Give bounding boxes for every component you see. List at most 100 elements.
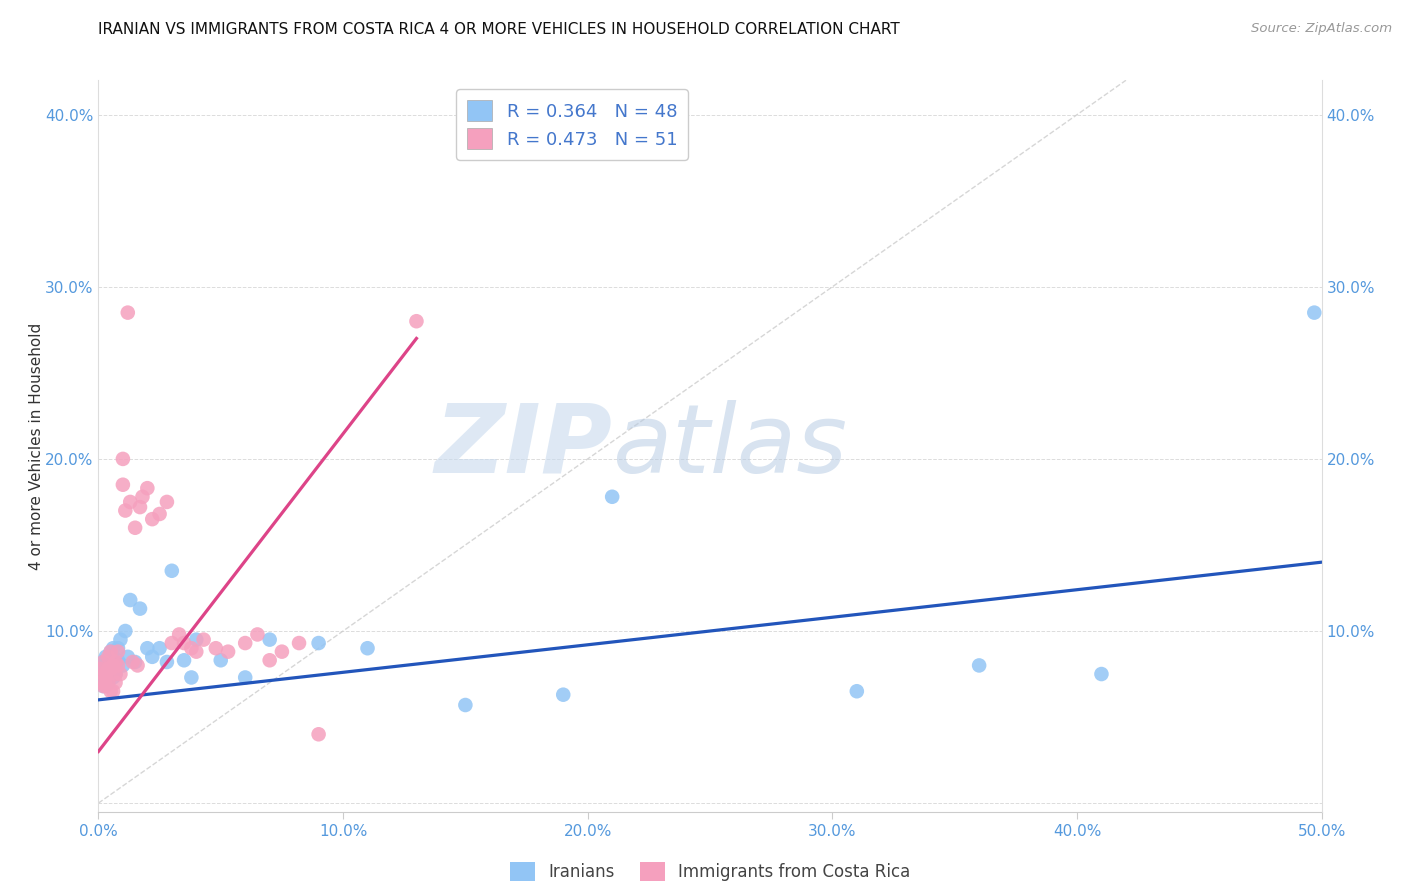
Point bbox=[91, 655, 114, 669]
Point bbox=[160, 564, 183, 578]
Point bbox=[91, 679, 114, 693]
Point bbox=[1090, 667, 1112, 681]
Point bbox=[104, 655, 127, 669]
Text: atlas: atlas bbox=[612, 400, 848, 492]
Point bbox=[94, 671, 117, 685]
Point bbox=[405, 314, 427, 328]
Point bbox=[845, 684, 868, 698]
Point bbox=[94, 679, 117, 693]
Point bbox=[104, 667, 127, 681]
Legend: Iranians, Immigrants from Costa Rica: Iranians, Immigrants from Costa Rica bbox=[503, 855, 917, 888]
Point bbox=[100, 645, 122, 659]
Point bbox=[91, 667, 114, 681]
Point bbox=[136, 481, 159, 495]
Y-axis label: 4 or more Vehicles in Household: 4 or more Vehicles in Household bbox=[30, 322, 44, 570]
Point bbox=[120, 593, 142, 607]
Point bbox=[600, 490, 623, 504]
Point bbox=[149, 507, 172, 521]
Point bbox=[1303, 305, 1326, 319]
Point bbox=[97, 649, 120, 664]
Point bbox=[114, 624, 136, 638]
Point bbox=[97, 675, 120, 690]
Point bbox=[180, 641, 202, 656]
Point bbox=[127, 658, 149, 673]
Point bbox=[97, 675, 120, 690]
Point bbox=[186, 645, 208, 659]
Point bbox=[117, 305, 139, 319]
Text: IRANIAN VS IMMIGRANTS FROM COSTA RICA 4 OR MORE VEHICLES IN HOUSEHOLD CORRELATIO: IRANIAN VS IMMIGRANTS FROM COSTA RICA 4 … bbox=[98, 22, 900, 37]
Point bbox=[107, 641, 129, 656]
Point bbox=[129, 500, 152, 514]
Point bbox=[100, 684, 122, 698]
Point bbox=[110, 667, 132, 681]
Point bbox=[117, 649, 139, 664]
Point bbox=[94, 671, 117, 685]
Point bbox=[205, 641, 228, 656]
Point bbox=[107, 653, 129, 667]
Text: ZIP: ZIP bbox=[434, 400, 612, 492]
Point bbox=[141, 649, 163, 664]
Point bbox=[193, 632, 215, 647]
Point bbox=[173, 636, 195, 650]
Point bbox=[104, 675, 127, 690]
Point bbox=[167, 627, 190, 641]
Point bbox=[136, 641, 159, 656]
Point bbox=[160, 636, 183, 650]
Point bbox=[97, 655, 120, 669]
Point bbox=[100, 667, 122, 681]
Point bbox=[101, 653, 124, 667]
Point bbox=[246, 627, 269, 641]
Point bbox=[90, 675, 112, 690]
Point bbox=[454, 698, 477, 712]
Point bbox=[186, 632, 208, 647]
Point bbox=[97, 662, 120, 676]
Point bbox=[124, 521, 146, 535]
Point bbox=[114, 503, 136, 517]
Point bbox=[233, 671, 256, 685]
Point bbox=[259, 632, 281, 647]
Point bbox=[90, 662, 112, 676]
Point bbox=[101, 658, 124, 673]
Point bbox=[553, 688, 575, 702]
Text: Source: ZipAtlas.com: Source: ZipAtlas.com bbox=[1251, 22, 1392, 36]
Point bbox=[100, 645, 122, 659]
Point bbox=[94, 662, 117, 676]
Point bbox=[100, 662, 122, 676]
Point bbox=[101, 641, 124, 656]
Point bbox=[308, 727, 330, 741]
Point bbox=[111, 477, 134, 491]
Point bbox=[967, 658, 990, 673]
Point bbox=[156, 495, 179, 509]
Point bbox=[149, 641, 172, 656]
Point bbox=[120, 495, 142, 509]
Point bbox=[111, 658, 134, 673]
Point bbox=[107, 645, 129, 659]
Point bbox=[259, 653, 281, 667]
Point bbox=[356, 641, 378, 656]
Point bbox=[141, 512, 163, 526]
Point bbox=[288, 636, 311, 650]
Point bbox=[110, 632, 132, 647]
Point bbox=[90, 671, 112, 685]
Point bbox=[217, 645, 239, 659]
Point bbox=[121, 655, 143, 669]
Point bbox=[111, 451, 134, 466]
Point bbox=[94, 667, 117, 681]
Point bbox=[100, 658, 122, 673]
Point bbox=[91, 655, 114, 669]
Point bbox=[101, 684, 124, 698]
Point bbox=[156, 655, 179, 669]
Point bbox=[233, 636, 256, 650]
Point bbox=[101, 671, 124, 685]
Point bbox=[308, 636, 330, 650]
Point bbox=[107, 658, 129, 673]
Point bbox=[270, 645, 294, 659]
Point bbox=[91, 679, 114, 693]
Point bbox=[129, 601, 152, 615]
Point bbox=[97, 662, 120, 676]
Point bbox=[104, 655, 127, 669]
Point bbox=[173, 653, 195, 667]
Point bbox=[90, 658, 112, 673]
Point bbox=[91, 667, 114, 681]
Point bbox=[131, 490, 153, 504]
